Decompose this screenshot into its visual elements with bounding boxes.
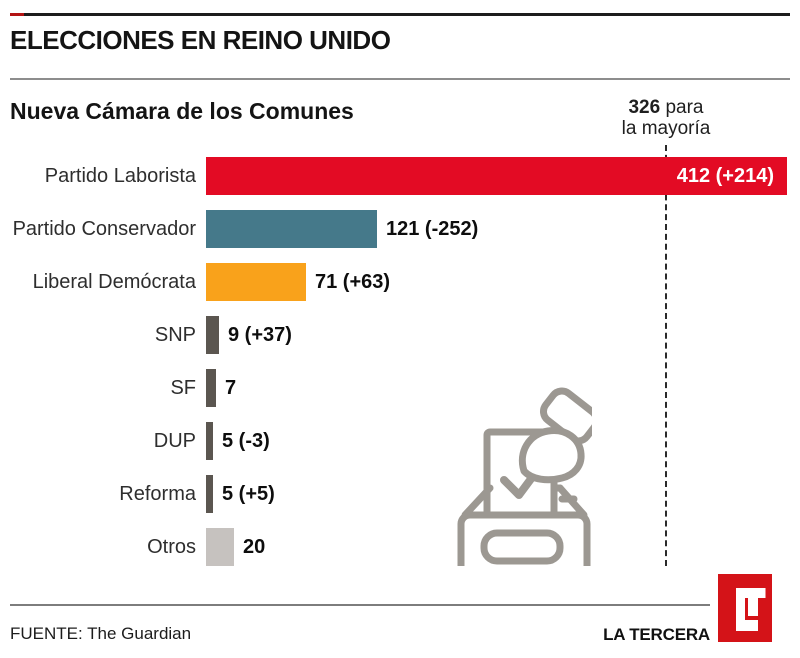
majority-line2: la mayoría — [621, 118, 711, 139]
bar-label-otros: Otros — [147, 536, 196, 558]
majority-threshold-line — [665, 145, 667, 566]
logo-lt-monogram — [736, 588, 766, 631]
ballot-box-icon — [457, 387, 592, 566]
majority-value: 326 — [628, 97, 661, 118]
title-divider-rule — [10, 78, 790, 80]
majority-line1: 326 para — [556, 97, 776, 118]
bar-dup — [206, 422, 213, 460]
bar-label-snp: SNP — [154, 324, 196, 346]
page-title: ELECCIONES EN REINO UNIDO — [10, 25, 391, 55]
bar-value-reforma: 5 (+5) — [222, 483, 275, 505]
bar-label-dup: DUP — [153, 430, 196, 452]
majority-suffix: para — [660, 97, 704, 118]
bar-label-partido-laborista: Partido Laborista — [44, 165, 196, 187]
bar-label-sf: SF — [170, 377, 196, 399]
bar-value-otros: 20 — [243, 536, 266, 558]
top-rule-red-tip — [10, 13, 24, 16]
bar-value-partido-laborista: 412 (+214) — [676, 165, 774, 187]
source-text: FUENTE: The Guardian — [10, 624, 192, 643]
bar-reforma — [206, 475, 213, 513]
hand — [519, 427, 585, 484]
bar-value-partido-conservador: 121 (-252) — [386, 218, 479, 240]
bar-partido-conservador — [206, 210, 377, 248]
bar-label-reforma: Reforma — [119, 483, 196, 505]
bar-liberal-dem-crata — [206, 263, 306, 301]
bar-label-partido-conservador: Partido Conservador — [12, 218, 196, 240]
chart-subtitle: Nueva Cámara de los Comunes — [10, 98, 354, 124]
bar-partido-laborista — [206, 157, 787, 195]
bar-value-liberal-dem-crata: 71 (+63) — [315, 271, 391, 293]
top-rule — [10, 13, 790, 16]
bar-value-dup: 5 (-3) — [222, 430, 270, 452]
box-slot — [480, 529, 564, 565]
bar-sf — [206, 369, 216, 407]
bar-otros — [206, 528, 234, 566]
brand-name: LA TERCERA — [603, 625, 710, 644]
lid-left-edge — [461, 484, 494, 519]
bar-snp — [206, 316, 219, 354]
bar-value-sf: 7 — [225, 377, 237, 399]
bar-value-snp: 9 (+37) — [228, 324, 292, 346]
majority-annotation: 326 para la mayoría — [556, 97, 776, 139]
la-tercera-logo — [718, 574, 772, 642]
footer-rule — [10, 604, 710, 606]
bar-label-liberal-dem-crata: Liberal Demócrata — [32, 271, 196, 293]
